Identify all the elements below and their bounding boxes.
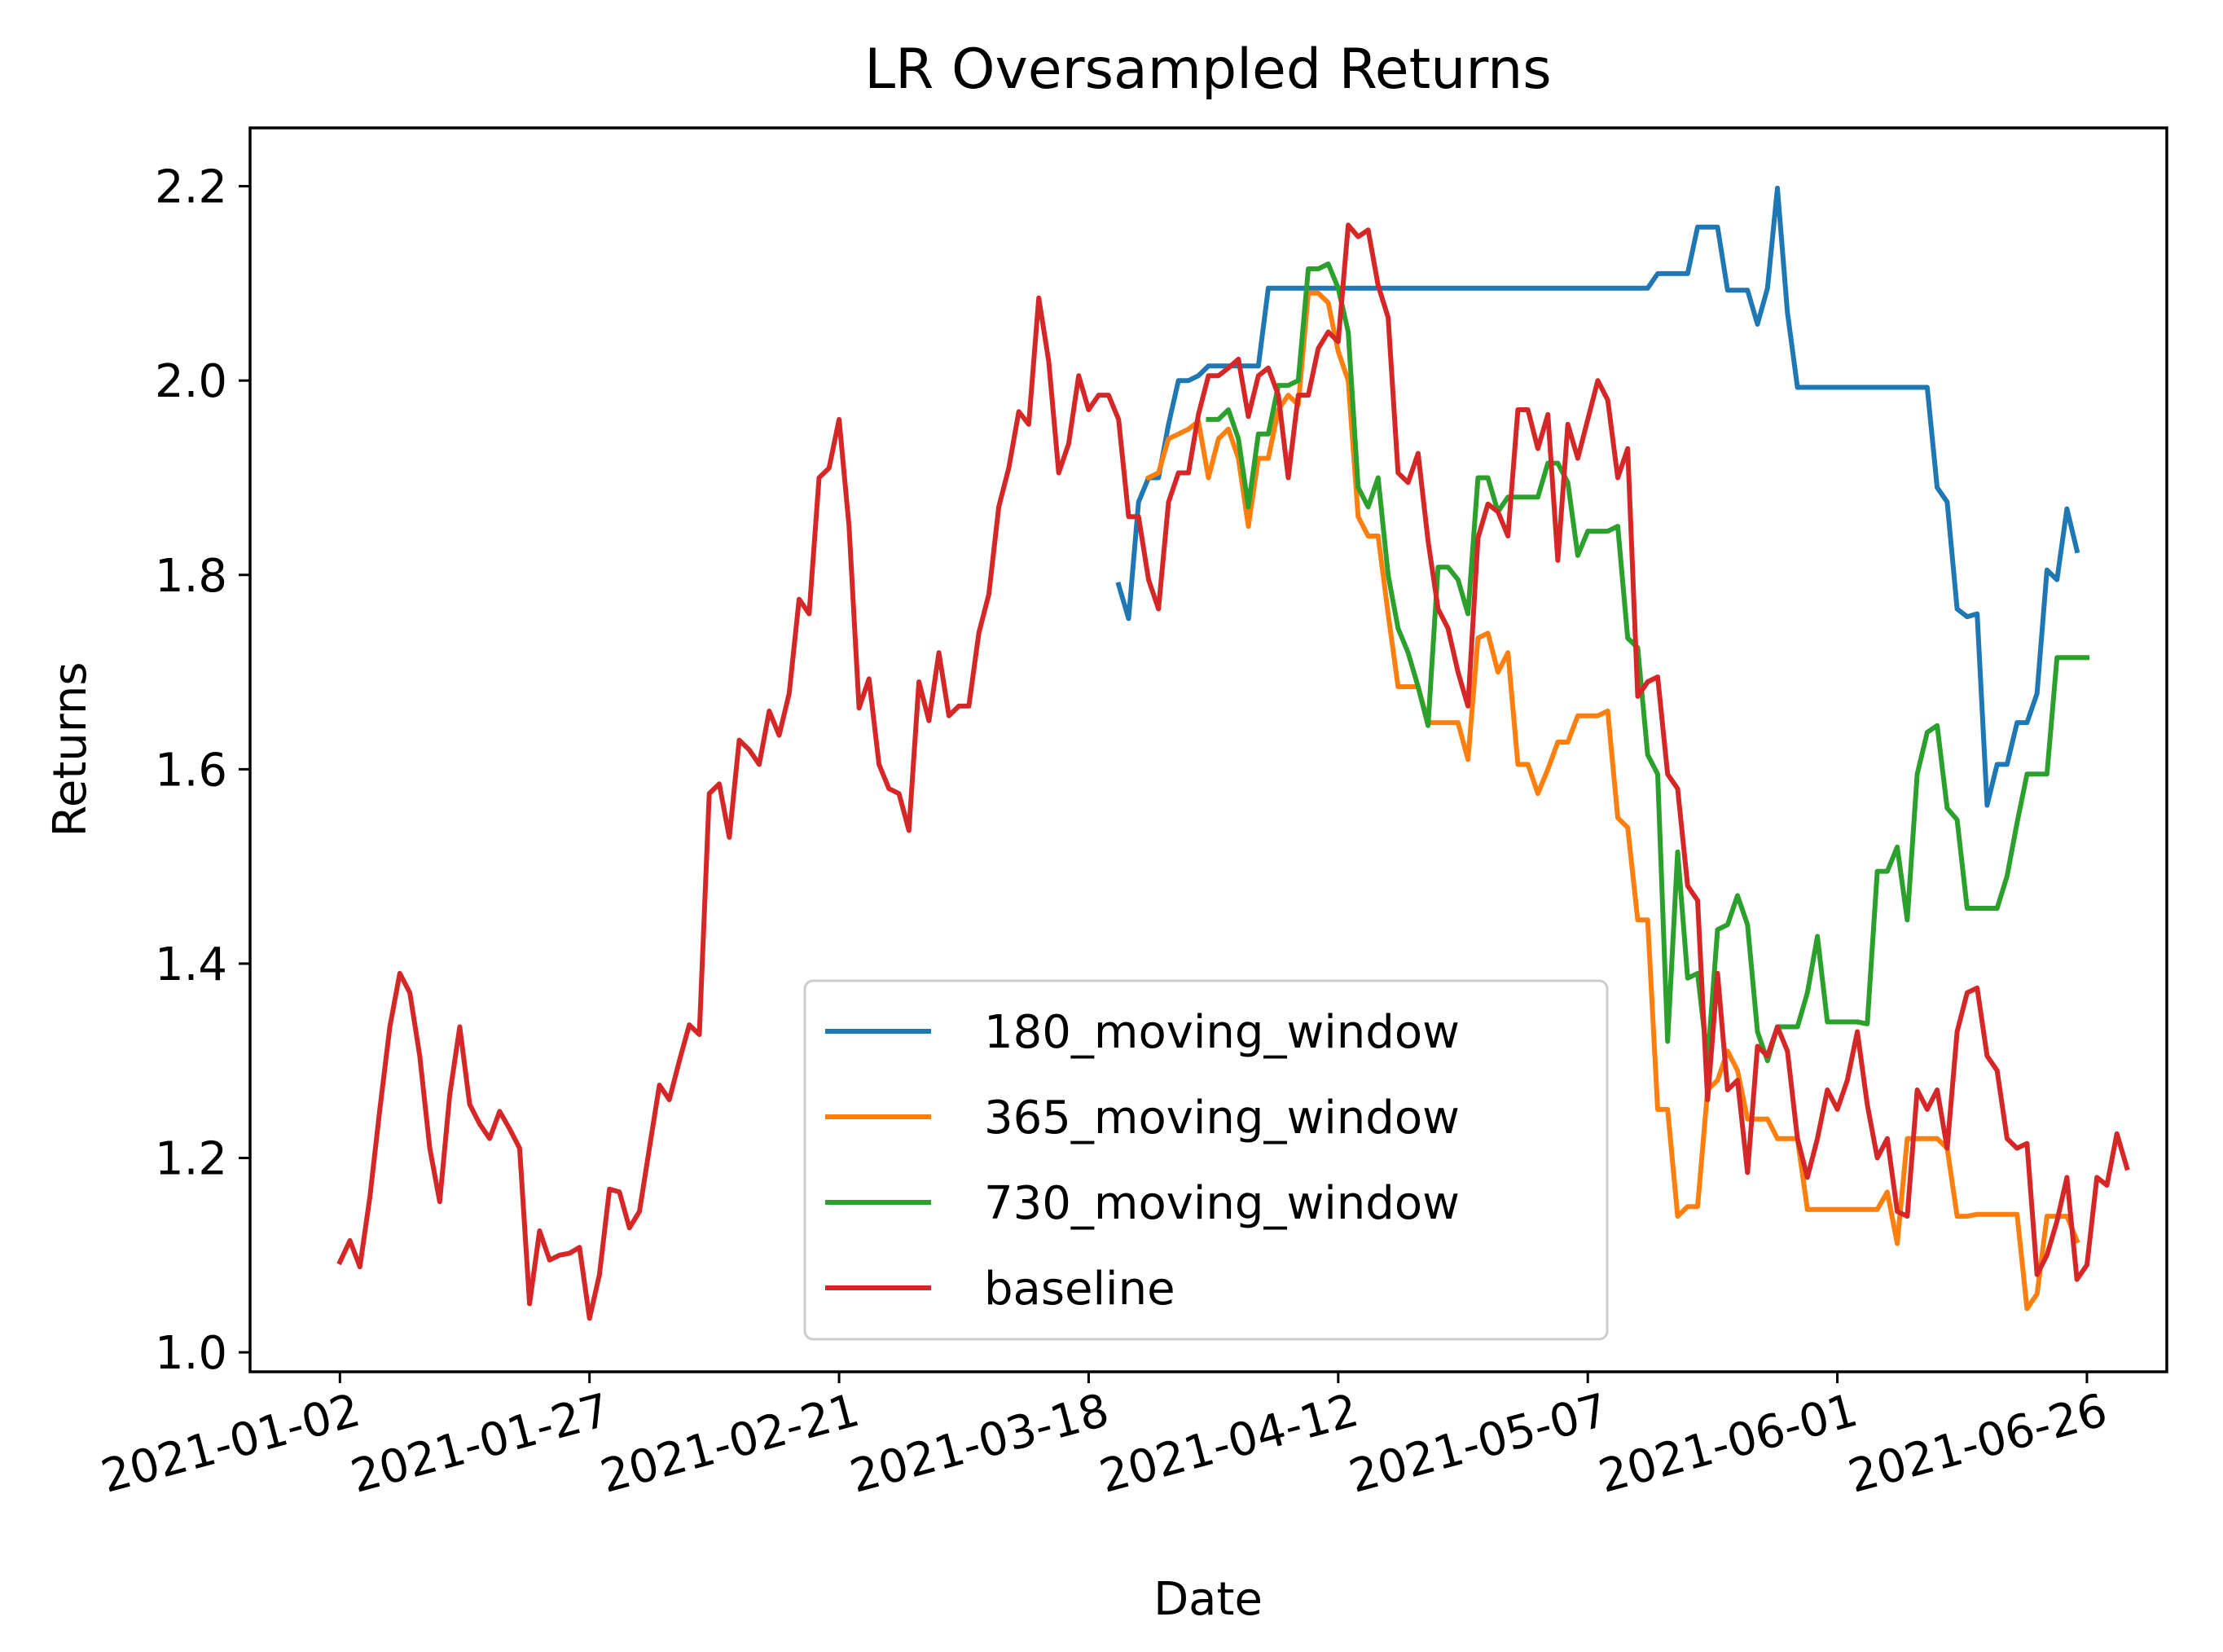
legend-item: 365_moving_window: [825, 1092, 1460, 1145]
y-tick-label: 1.4: [155, 938, 227, 991]
series-layer: [336, 186, 2130, 1321]
legend-item: 730_moving_window: [825, 1177, 1460, 1230]
y-tick-label: 1.6: [155, 744, 227, 797]
y-axis: 1.0 1.2 1.4 1.6 1.8 2.0 2.2: [155, 161, 250, 1380]
y-tick-label: 2.2: [155, 161, 227, 214]
y-tick-label: 1.0: [155, 1327, 227, 1380]
series-line-baseline: [336, 222, 2130, 1321]
legend-label: baseline: [984, 1263, 1175, 1316]
y-axis-label: Returns: [44, 661, 97, 837]
legend-item: baseline: [825, 1263, 1175, 1316]
y-tick-label: 1.8: [155, 550, 227, 603]
legend-label: 180_moving_window: [984, 1006, 1460, 1059]
y-tick-label: 2.0: [155, 355, 227, 408]
y-tick-label: 1.2: [155, 1133, 227, 1186]
series-line-365-moving-window: [1144, 290, 2080, 1311]
legend-item: 180_moving_window: [825, 1006, 1460, 1059]
plot-frame: [248, 126, 2168, 1373]
legend-label: 365_moving_window: [984, 1092, 1460, 1145]
legend: 180_moving_window 365_moving_window 730_mo…: [803, 979, 1609, 1341]
x-axis-label: Date: [1153, 1573, 1263, 1626]
legend-label: 730_moving_window: [984, 1177, 1460, 1230]
legend-box: [803, 979, 1609, 1341]
series-line-180-moving-window: [1115, 186, 2080, 808]
chart-title: LR Oversampled Returns: [864, 37, 1551, 102]
